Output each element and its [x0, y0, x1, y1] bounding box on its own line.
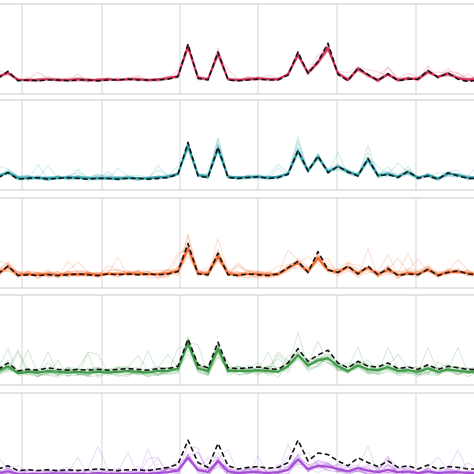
ensemble-trace-10 [0, 48, 474, 83]
ensemble-trace-8 [0, 339, 474, 378]
ensemble-trace-13 [0, 48, 474, 83]
mean-series-line [0, 45, 474, 82]
ensemble-trace-14 [0, 452, 474, 474]
reference-series-line [0, 141, 474, 180]
ensemble-trace-3 [0, 43, 474, 82]
ensemble-trace-12 [0, 244, 474, 278]
ensemble-trace-14 [0, 140, 474, 180]
panel-3 [0, 197, 474, 289]
reference-series-line [0, 439, 474, 472]
ensemble-trace-8 [0, 249, 474, 279]
ensemble-trace-10 [0, 244, 474, 280]
mean-series-line [0, 342, 474, 375]
ensemble-trace-14 [0, 48, 474, 83]
ensemble-trace-13 [0, 340, 474, 377]
ensemble-trace-3 [0, 338, 474, 377]
ensemble-trace-4 [0, 341, 474, 378]
panel-5 [0, 392, 474, 474]
ensemble-trace-8 [0, 47, 474, 83]
ensemble-trace-7 [0, 248, 474, 279]
panel-2 [0, 99, 474, 191]
panel-1 [0, 3, 474, 95]
ensemble-trace-11 [0, 342, 474, 376]
panel-4 [0, 294, 474, 386]
reference-series-line [0, 242, 474, 277]
mean-series-line [0, 144, 474, 180]
reference-series-line [0, 42, 474, 83]
ensemble-trace-13 [0, 448, 473, 474]
ensemble-trace-6 [0, 339, 474, 378]
ensemble-trace-12 [0, 47, 474, 83]
